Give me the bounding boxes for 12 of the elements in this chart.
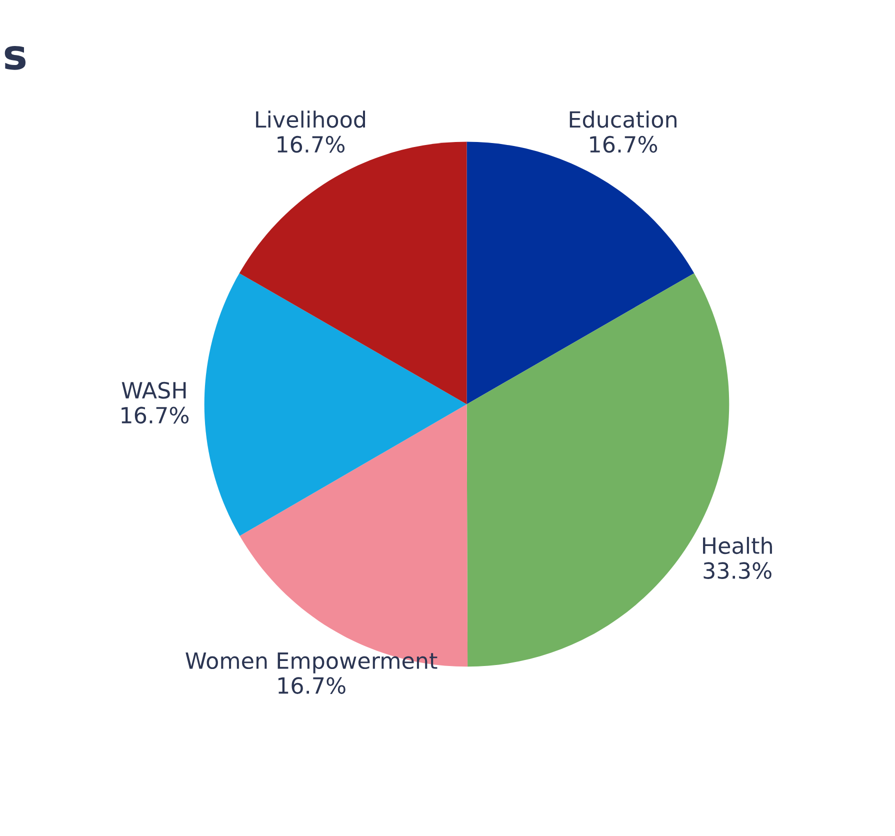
pie-slice: [204, 273, 467, 536]
data-label: 16.7%: [590, 136, 658, 153]
slice-label: WASH: [122, 382, 186, 399]
slice-label: Livelihood: [256, 110, 365, 128]
slice-label: Women Empowerment: [186, 652, 438, 674]
chart-title: s: [4, 46, 26, 70]
data-label: 16.7%: [122, 406, 189, 424]
data-label: 16.7%: [278, 677, 346, 694]
slice-label: Education: [570, 110, 676, 128]
data-label: 16.7%: [278, 136, 345, 153]
slice-label: Health: [703, 536, 772, 554]
data-label: 33.3%: [704, 562, 772, 579]
